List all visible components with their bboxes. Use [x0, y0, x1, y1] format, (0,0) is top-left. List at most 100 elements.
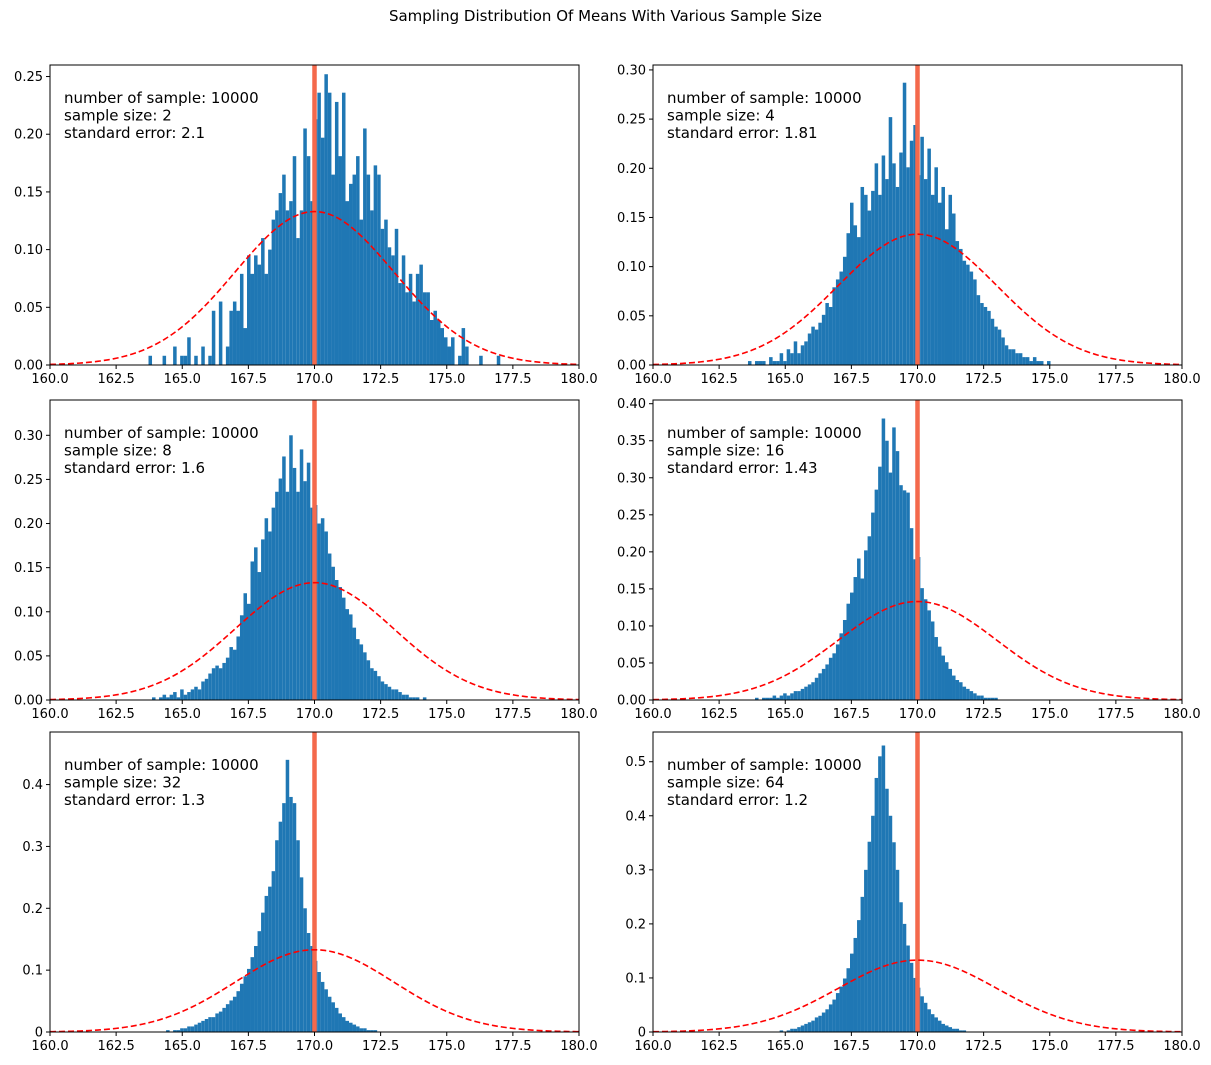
histogram-bar	[292, 467, 297, 700]
histogram-bar	[769, 697, 773, 700]
histogram-bar	[874, 777, 879, 1032]
histogram-bar	[387, 247, 392, 365]
histogram-bar	[359, 219, 364, 365]
histogram-bar	[183, 694, 188, 700]
x-tick-label: 162.5	[98, 1039, 135, 1054]
histogram-bar	[363, 128, 367, 365]
annotation-line: sample size: 64	[667, 774, 784, 792]
histogram-bar	[334, 1007, 339, 1032]
histogram-bar	[797, 353, 801, 365]
histogram-bar	[850, 202, 854, 365]
histogram-bar	[419, 264, 423, 365]
x-tick-label: 180.0	[560, 707, 597, 722]
histogram-bar	[257, 931, 262, 1032]
histogram-bar	[814, 677, 819, 700]
histogram-bar	[229, 1000, 233, 1032]
histogram-bar	[398, 283, 402, 365]
histogram-bar	[934, 167, 938, 365]
normal-curve	[653, 600, 1182, 700]
normal-curve	[50, 210, 579, 365]
histogram-bar	[980, 695, 984, 700]
histogram-bar	[779, 695, 784, 700]
histogram-bar	[285, 210, 290, 365]
histogram-bar	[310, 507, 314, 700]
annotation-line: number of sample: 10000	[667, 756, 862, 774]
y-tick-label: 0.10	[14, 243, 43, 258]
annotation-text: number of sample: 10000 sample size: 2 sta…	[64, 89, 259, 142]
histogram-bar	[356, 1026, 360, 1032]
histogram-bar	[190, 689, 195, 700]
histogram-bar	[303, 128, 307, 365]
histogram-bar	[408, 273, 413, 365]
histogram-bar	[853, 225, 858, 365]
histogram-bar	[352, 174, 357, 365]
subplot-3: 160.0 162.5 165.0 167.5 170.0 172.5 175.0 177.5…	[14, 399, 598, 722]
histogram-bar	[793, 691, 798, 700]
subplot-2: 160.0 162.5 165.0 167.5 170.0 172.5 175.0 177.5…	[617, 63, 1201, 387]
histogram-bar	[208, 355, 212, 365]
histogram-bar	[187, 692, 191, 700]
x-tick-label: 170.0	[296, 372, 333, 387]
histogram-bar	[800, 345, 805, 365]
x-tick-label: 160.0	[634, 1039, 671, 1054]
histogram-bar	[934, 637, 938, 700]
histogram-bar	[895, 451, 900, 700]
histogram-bar	[384, 684, 388, 700]
histogram-bar	[366, 174, 371, 365]
histogram-bar	[1004, 345, 1009, 365]
histogram-bar	[327, 996, 332, 1032]
histogram-bar	[271, 507, 276, 700]
histogram-bar	[289, 435, 293, 700]
histogram-bar	[278, 193, 283, 365]
histogram-bar	[941, 1023, 945, 1032]
histogram-bar	[275, 491, 279, 700]
histogram-bar	[148, 355, 153, 365]
histogram-bar	[345, 609, 350, 700]
histogram-bar	[980, 303, 984, 365]
histogram-bar	[292, 156, 297, 365]
histogram-bar	[317, 972, 321, 1032]
histogram-bar	[341, 597, 346, 700]
histogram-bar	[341, 1017, 346, 1032]
histogram-bar	[222, 662, 226, 700]
histogram-bar	[888, 117, 893, 365]
histogram-bar	[426, 292, 430, 365]
histogram-bar	[327, 92, 332, 365]
x-tick-label: 165.0	[767, 372, 804, 387]
histogram-bar	[909, 528, 914, 700]
histogram-bar	[194, 686, 198, 700]
histogram-bar	[201, 1020, 205, 1032]
histogram-bar	[236, 310, 240, 365]
x-tick-label: 160.0	[634, 372, 671, 387]
histogram-bar	[310, 946, 314, 1032]
histogram-bar	[860, 578, 865, 700]
histogram-bar	[906, 492, 910, 700]
histogram-bar	[920, 136, 924, 365]
histogram-bar	[765, 697, 770, 700]
histogram-bar	[197, 1022, 202, 1032]
y-tick-label: 0.10	[617, 260, 646, 275]
histogram-bar	[941, 655, 945, 700]
plot-area	[50, 732, 579, 1032]
histogram-bar	[204, 678, 209, 700]
histogram-bar	[187, 1026, 191, 1032]
histogram-bar	[289, 201, 293, 365]
histogram-bar	[832, 653, 836, 700]
histogram-bar	[271, 871, 276, 1032]
histogram-bar	[966, 264, 970, 365]
histogram-bar	[334, 101, 339, 365]
histogram-bar	[1015, 353, 1019, 365]
histogram-bar	[959, 248, 963, 365]
histogram-bar	[331, 1002, 335, 1032]
histogram-bar	[173, 692, 177, 700]
histogram-bar	[962, 260, 967, 365]
histogram-bar	[888, 472, 893, 700]
annotation-line: standard error: 1.43	[667, 459, 818, 477]
histogram-bar	[871, 815, 875, 1032]
x-tick-label: 180.0	[1163, 707, 1200, 722]
y-tick-label: 0.05	[14, 649, 43, 664]
histogram-bar	[264, 273, 269, 365]
histogram-bar	[222, 1007, 226, 1032]
